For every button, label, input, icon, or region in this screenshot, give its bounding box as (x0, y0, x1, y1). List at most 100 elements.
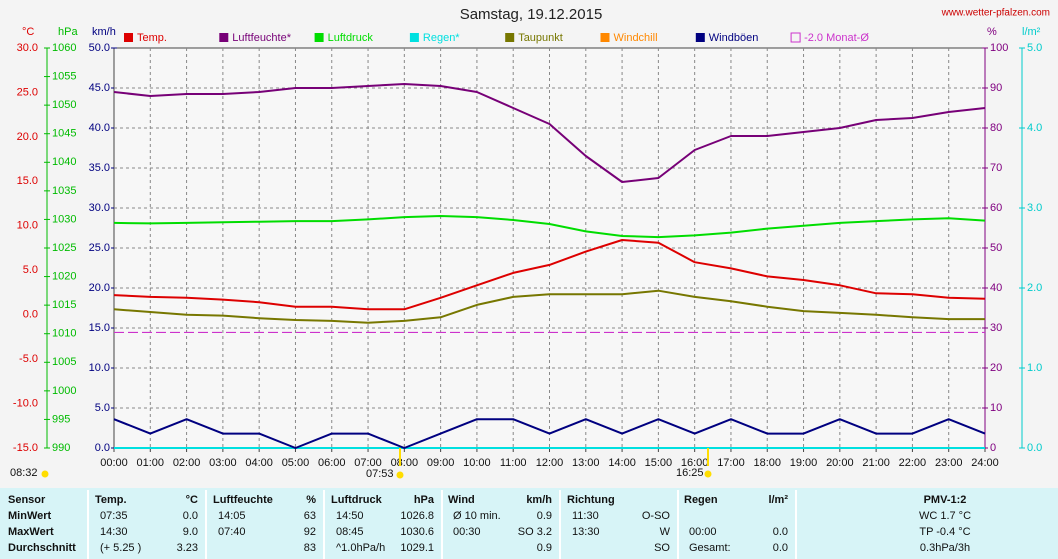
y-tick-label: 10.0 (89, 362, 110, 374)
legend-label: Taupunkt (518, 32, 563, 44)
y-tick-label: 0.0 (23, 309, 38, 321)
legend-label: Regen* (423, 32, 460, 44)
table-cell: Ø 10 min. (453, 510, 501, 522)
y-tick-label: 10.0 (17, 220, 38, 232)
table-cell: 0.9 (537, 542, 552, 554)
x-tick-label: 17:00 (717, 457, 745, 469)
y-tick-label: 35.0 (89, 162, 110, 174)
series-line (113, 83, 986, 183)
x-tick-label: 21:00 (862, 457, 890, 469)
y-tick-label: 40.0 (89, 122, 110, 134)
x-tick-label: 08:00 (391, 457, 419, 469)
sun-time: 16:25 (676, 467, 704, 479)
x-tick-label: 10:00 (463, 457, 491, 469)
y-tick-label: 2.0 (1027, 282, 1042, 294)
legend-label: Windchill (614, 32, 658, 44)
y-tick-label: 20 (990, 362, 1002, 374)
x-tick-label: 15:00 (645, 457, 673, 469)
y-tick-label: 20.0 (89, 282, 110, 294)
sun-time: 07:53 (366, 468, 394, 480)
x-tick-label: 00:00 (100, 457, 128, 469)
sun-icon (41, 470, 49, 478)
table-cell: 07:40 (218, 526, 246, 538)
table-cell: 00:30 (453, 526, 481, 538)
y-tick-label: 70 (990, 162, 1002, 174)
table-cell: 1026.8 (400, 510, 434, 522)
table-cell: 9.0 (183, 526, 198, 538)
table-cell: 3.23 (177, 542, 198, 554)
axis-unit: °C (22, 26, 34, 38)
x-tick-label: 12:00 (536, 457, 564, 469)
table-cell: 14:50 (336, 510, 364, 522)
table-cell: SO 3.2 (518, 526, 552, 538)
y-tick-label: 1035 (52, 185, 76, 197)
y-tick-label: 5.0 (23, 264, 38, 276)
table-cell: 14:05 (218, 510, 246, 522)
y-tick-label: 80 (990, 122, 1002, 134)
axis-unit: km/h (92, 26, 116, 38)
y-tick-label: 25.0 (17, 86, 38, 98)
x-tick-label: 13:00 (572, 457, 600, 469)
source-link: www.wetter-pfalzen.com (941, 8, 1050, 19)
x-tick-label: 09:00 (427, 457, 455, 469)
axis-unit: hPa (58, 26, 78, 38)
x-tick-label: 04:00 (245, 457, 273, 469)
table-cell: 07:35 (100, 510, 128, 522)
table-cell: 63 (304, 510, 316, 522)
sun-icon (396, 471, 404, 479)
table-cell: Luftdruck (331, 494, 383, 506)
table-cell: ^1.0hPa/h (336, 542, 385, 554)
table-cell: 83 (304, 542, 316, 554)
y-tick-label: 1060 (52, 42, 76, 54)
x-tick-label: 03:00 (209, 457, 237, 469)
table-cell: Regen (684, 494, 718, 506)
axis-unit: l/m² (1022, 26, 1041, 38)
x-tick-label: 01:00 (137, 457, 165, 469)
y-tick-label: 1025 (52, 242, 76, 254)
x-tick-label: 14:00 (608, 457, 636, 469)
y-tick-label: 15.0 (89, 322, 110, 334)
y-tick-label: 30.0 (89, 202, 110, 214)
table-cell: Richtung (567, 494, 615, 506)
table-cell: 0.3hPa/3h (920, 542, 970, 554)
sun-time: 08:32 (10, 467, 38, 479)
legend-label: Temp. (137, 32, 167, 44)
table-cell: % (306, 494, 316, 506)
table-cell: 0.0 (773, 526, 788, 538)
table-cell: Luftfeuchte (213, 494, 273, 506)
y-tick-label: 40 (990, 282, 1002, 294)
y-tick-label: 60 (990, 202, 1002, 214)
x-tick-label: 22:00 (899, 457, 927, 469)
legend-label: Windböen (709, 32, 759, 44)
y-tick-label: 1050 (52, 99, 76, 111)
y-tick-label: 100 (990, 42, 1008, 54)
table-cell: hPa (414, 494, 435, 506)
table-cell: WC 1.7 °C (919, 510, 971, 522)
legend-label: Luftdruck (328, 32, 374, 44)
x-tick-label: 24:00 (971, 457, 999, 469)
y-tick-label: 0 (990, 442, 996, 454)
y-tick-label: 1000 (52, 385, 76, 397)
y-tick-label: 0.0 (1027, 442, 1042, 454)
table-cell: PMV-1:2 (924, 494, 967, 506)
x-tick-label: 18:00 (753, 457, 781, 469)
table-cell: °C (186, 494, 198, 506)
table-cell: Sensor (8, 494, 46, 506)
axis-unit: % (987, 26, 997, 38)
legend-swatch (505, 33, 515, 42)
legend-label: -2.0 Monat-Ø (804, 32, 869, 44)
y-tick-label: 3.0 (1027, 202, 1042, 214)
y-tick-label: 1005 (52, 356, 76, 368)
y-tick-label: 1020 (52, 270, 76, 282)
table-cell: 08:45 (336, 526, 364, 538)
chart-title: Samstag, 19.12.2015 (460, 6, 603, 23)
series-line (113, 418, 986, 449)
table-cell: 11:30 (572, 510, 599, 522)
y-tick-label: 30 (990, 322, 1002, 334)
x-tick-label: 23:00 (935, 457, 963, 469)
table-cell: 0.0 (773, 542, 788, 554)
table-cell: SO (654, 542, 670, 554)
y-tick-label: 1015 (52, 299, 76, 311)
legend-swatch (790, 32, 801, 43)
